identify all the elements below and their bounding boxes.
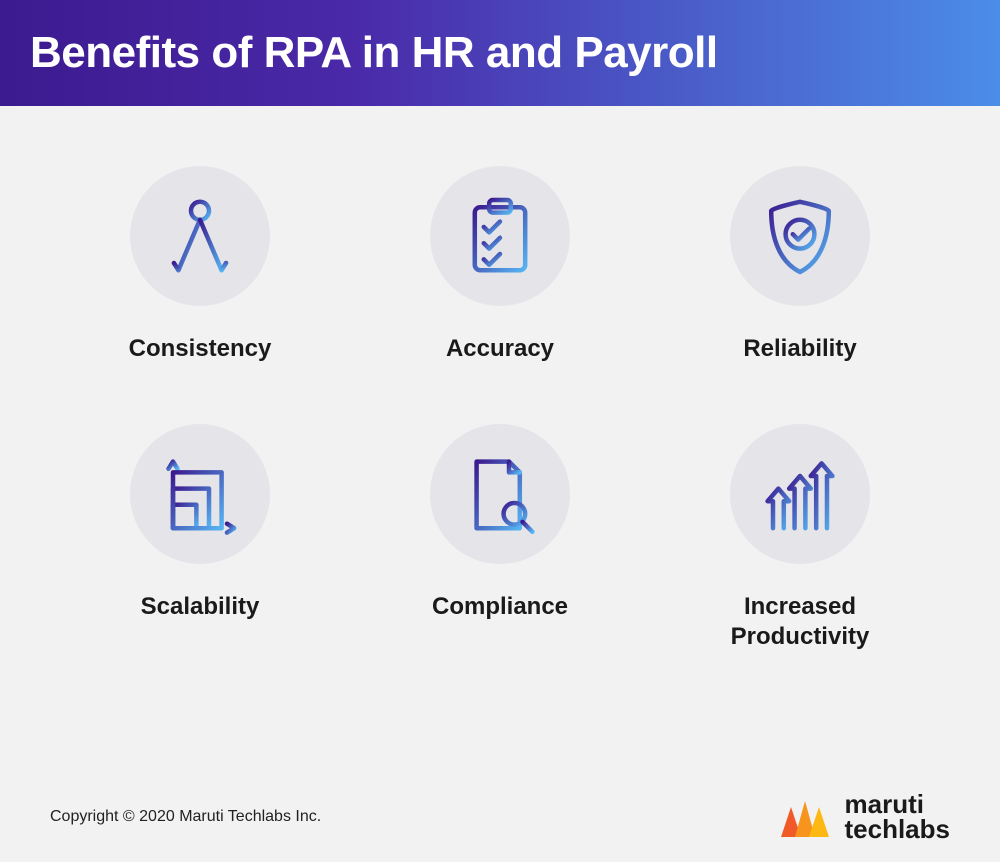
page-title: Benefits of RPA in HR and Payroll xyxy=(30,28,970,78)
benefit-label: Scalability xyxy=(141,592,260,622)
logo-mark-icon xyxy=(777,793,833,841)
checklist-icon xyxy=(430,166,570,306)
benefit-item: Increased Productivity xyxy=(660,424,940,652)
benefit-item: Reliability xyxy=(660,166,940,364)
benefit-item: Compliance xyxy=(360,424,640,652)
benefit-item: Scalability xyxy=(60,424,340,652)
compliance-icon xyxy=(430,424,570,564)
benefit-item: Consistency xyxy=(60,166,340,364)
benefit-label: Compliance xyxy=(432,592,568,622)
benefit-item: Accuracy xyxy=(360,166,640,364)
benefit-label: Accuracy xyxy=(446,334,554,364)
shield-icon xyxy=(730,166,870,306)
brand-line2: techlabs xyxy=(845,817,951,842)
header-banner: Benefits of RPA in HR and Payroll xyxy=(0,0,1000,106)
brand-name: maruti techlabs xyxy=(845,792,951,841)
benefits-grid: Consistency Accuracy Reliability xyxy=(0,106,1000,692)
copyright-text: Copyright © 2020 Maruti Techlabs Inc. xyxy=(50,808,321,826)
benefit-label: Increased Productivity xyxy=(700,592,900,652)
compass-icon xyxy=(130,166,270,306)
brand-logo: maruti techlabs xyxy=(777,792,951,841)
footer: Copyright © 2020 Maruti Techlabs Inc. ma… xyxy=(0,772,1000,862)
benefit-label: Reliability xyxy=(743,334,856,364)
productivity-icon xyxy=(730,424,870,564)
scalability-icon xyxy=(130,424,270,564)
benefit-label: Consistency xyxy=(129,334,272,364)
